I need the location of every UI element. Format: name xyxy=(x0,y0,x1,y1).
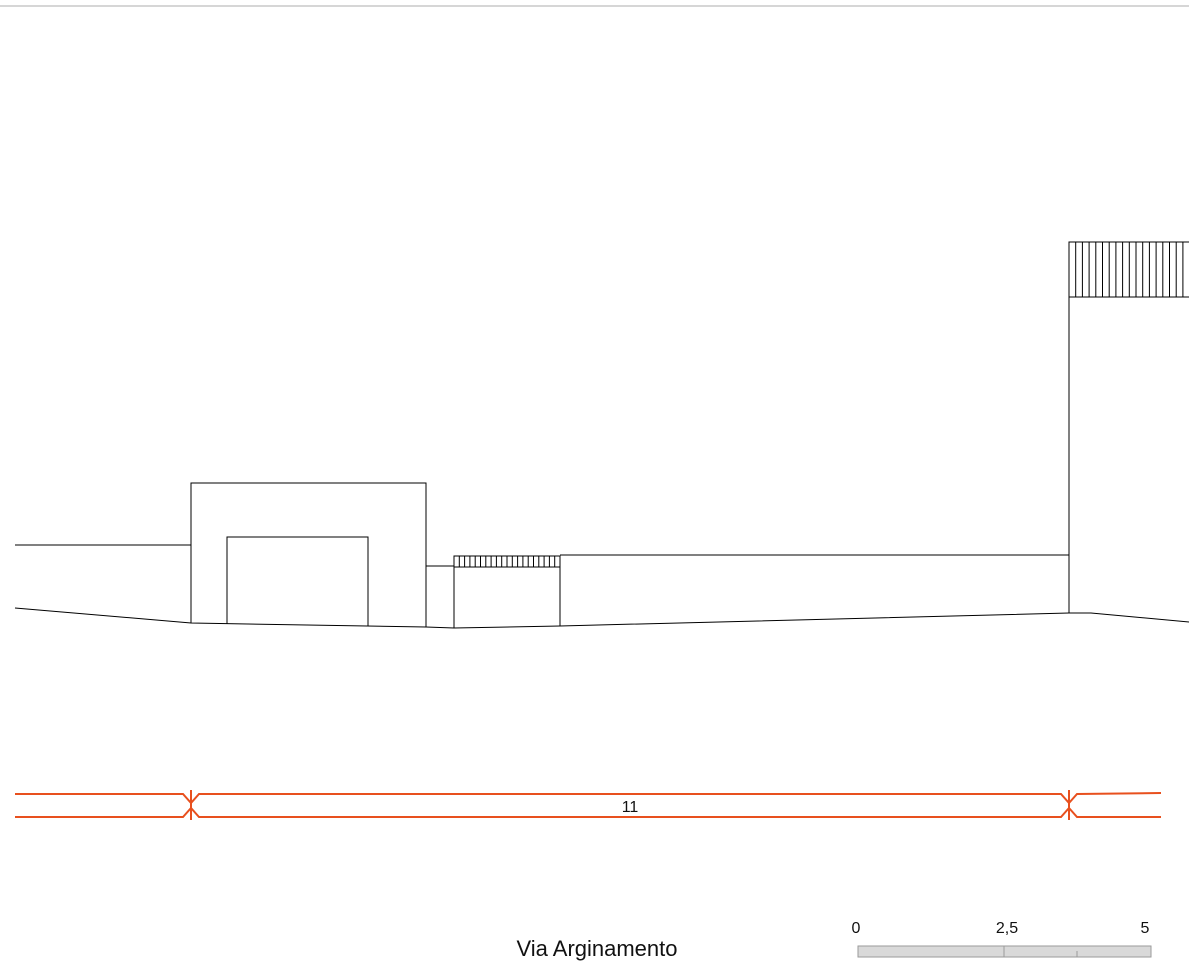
tall-building-grille xyxy=(1075,242,1184,297)
dimension-top-line xyxy=(15,792,1162,805)
street-name-label: Via Arginamento xyxy=(516,936,677,961)
small-gate-grille xyxy=(458,556,556,567)
gate-building-outline xyxy=(190,482,427,627)
scale-bar-tick-5: 5 xyxy=(1141,920,1150,937)
garage-door-outline xyxy=(226,536,369,626)
scale-bar: 0 2,5 5 xyxy=(852,920,1152,958)
ground-line xyxy=(14,607,1189,629)
dimension-bottom-line xyxy=(15,806,1161,818)
dimension-line xyxy=(15,790,1162,820)
dimension-label: 11 xyxy=(622,799,639,816)
elevation-linework xyxy=(14,241,1189,629)
scale-bar-tick-2-5: 2,5 xyxy=(996,920,1018,937)
scale-bar-tick-0: 0 xyxy=(852,920,861,937)
tall-building-outline xyxy=(1068,241,1189,613)
